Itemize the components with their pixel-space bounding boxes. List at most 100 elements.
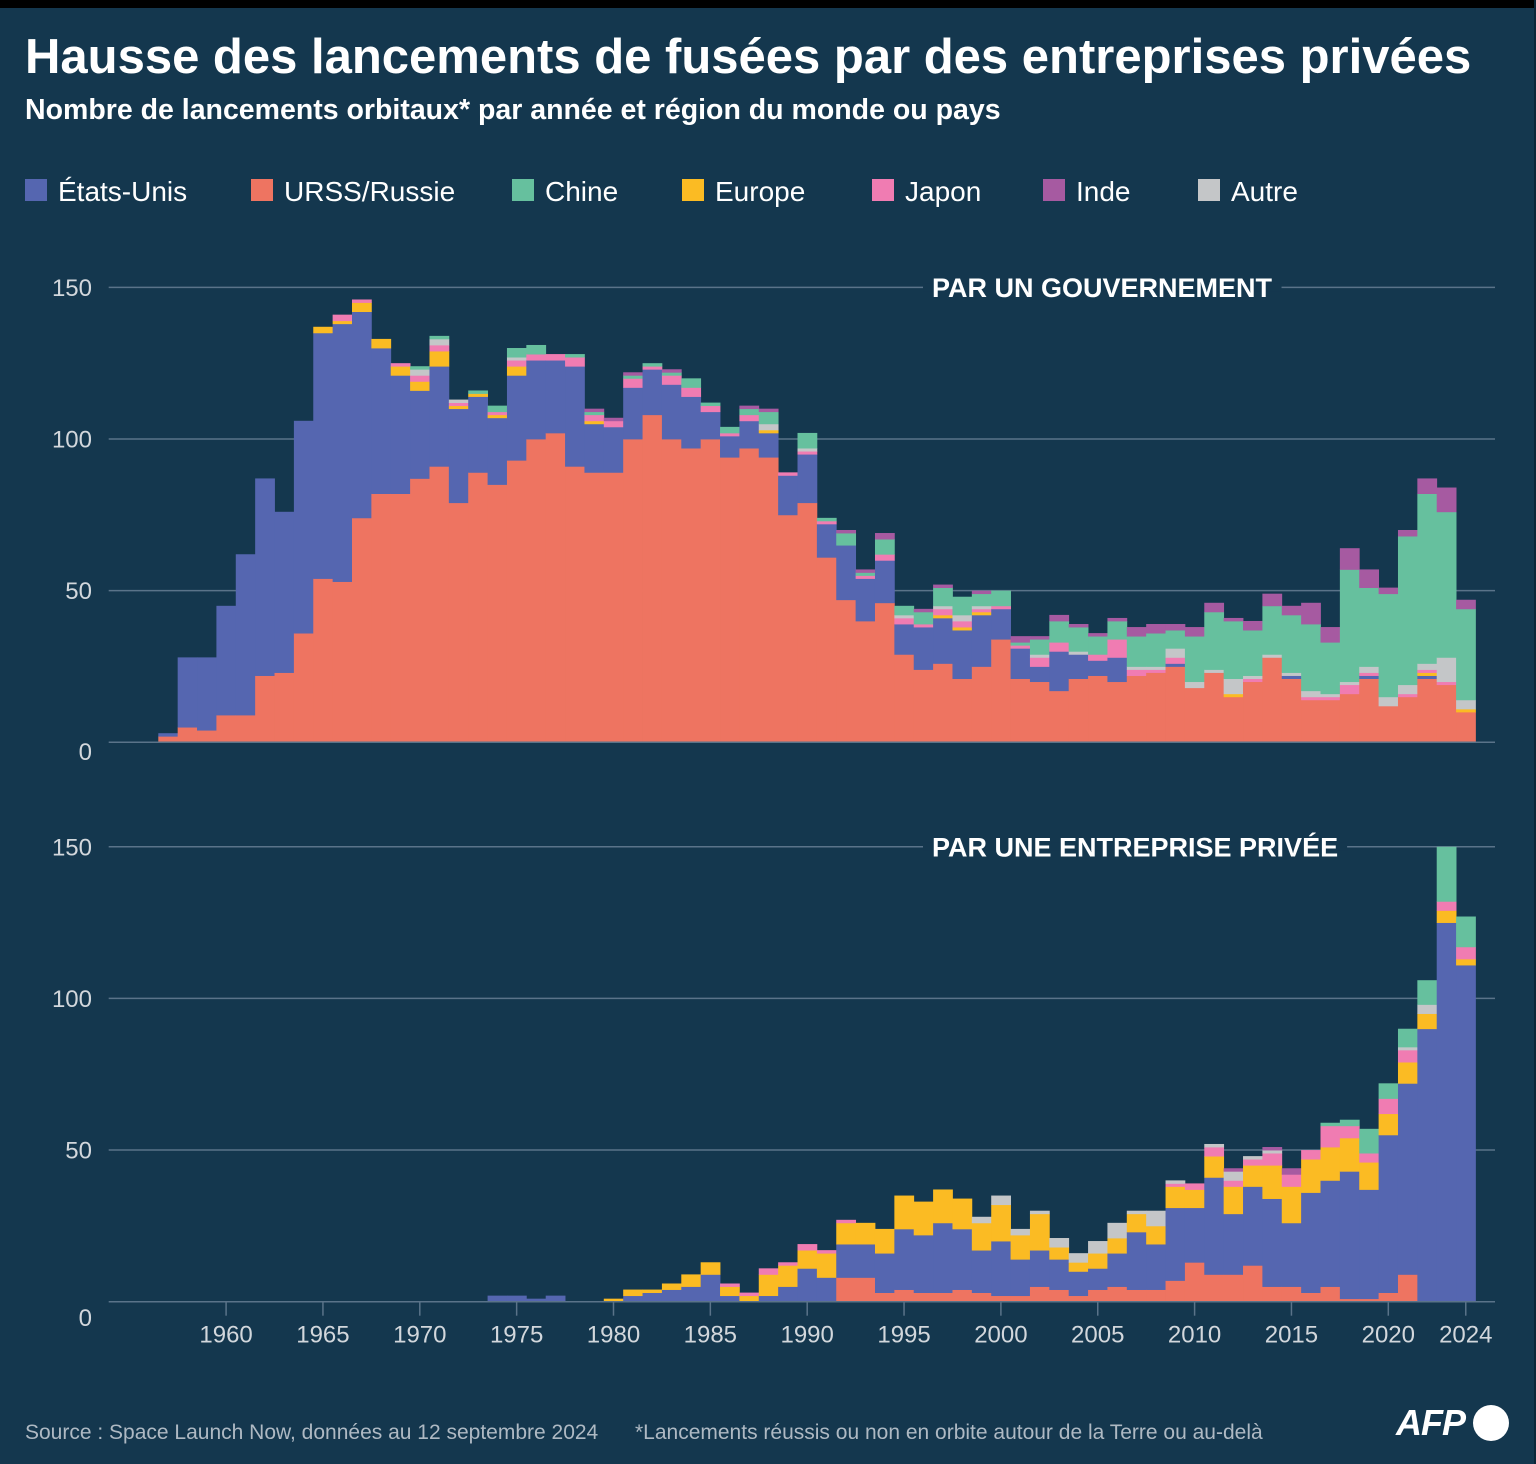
bar-russia-1967 xyxy=(352,517,372,743)
bar-russia-2015 xyxy=(1281,678,1302,743)
bar-russia-2008 xyxy=(1146,672,1166,743)
bar-us-1967 xyxy=(352,311,372,519)
bar-japan-2016 xyxy=(1301,696,1321,701)
bar-europe-2009 xyxy=(1165,1186,1186,1209)
bar-russia-2007 xyxy=(1126,1289,1147,1303)
panel-title: PAR UNE ENTREPRISE PRIVÉE xyxy=(932,831,1338,862)
bar-europe-2008 xyxy=(1146,1225,1166,1245)
bar-us-1990 xyxy=(797,454,818,504)
y-tick-label: 50 xyxy=(65,578,92,605)
bar-china-1978 xyxy=(565,354,585,358)
bar-us-1961 xyxy=(235,554,256,716)
bar-japan-1987 xyxy=(739,1292,760,1297)
bar-europe-2000 xyxy=(991,1204,1011,1242)
bar-us-1981 xyxy=(623,1295,643,1303)
bar-china-2018 xyxy=(1339,1119,1360,1127)
bar-russia-2006 xyxy=(1107,1286,1128,1303)
bar-europe-1999 xyxy=(971,1222,992,1251)
bar-india-1994 xyxy=(874,533,895,540)
bar-russia-1995 xyxy=(894,654,915,743)
bar-india-2019 xyxy=(1359,569,1380,589)
bar-russia-2018 xyxy=(1339,693,1360,743)
x-tick-label: 1980 xyxy=(587,1322,640,1349)
bar-russia-1974 xyxy=(487,484,508,743)
bar-us-2014 xyxy=(1262,1198,1283,1287)
bar-us-2000 xyxy=(991,1241,1011,1297)
y-tick-label: 100 xyxy=(52,986,92,1013)
bar-russia-2010 xyxy=(1184,1262,1205,1303)
bar-europe-2010 xyxy=(1184,1189,1205,1209)
bar-europe-2016 xyxy=(1301,1159,1321,1193)
bar-russia-1991 xyxy=(816,557,837,743)
bar-europe-1993 xyxy=(855,1222,876,1245)
bar-us-2023 xyxy=(1436,922,1457,1303)
bar-europe-1982 xyxy=(642,1289,663,1293)
bar-us-1974 xyxy=(487,417,508,485)
bar-china-1971 xyxy=(429,335,450,340)
bar-russia-2003 xyxy=(1049,1289,1070,1303)
bar-japan-2021 xyxy=(1397,1049,1418,1063)
bar-india-2012 xyxy=(1223,617,1244,622)
bar-russia-2004 xyxy=(1068,678,1089,743)
x-tick-label: 1965 xyxy=(296,1322,349,1349)
bar-japan-2008 xyxy=(1146,669,1166,673)
bar-us-1975 xyxy=(506,375,527,461)
bar-china-1975 xyxy=(506,348,527,358)
bar-us-1983 xyxy=(661,1289,682,1303)
bar-china-2015 xyxy=(1281,614,1302,673)
bar-india-2023 xyxy=(1436,487,1457,513)
bar-china-2012 xyxy=(1223,620,1244,680)
bar-europe-2023 xyxy=(1436,910,1457,923)
bar-europe-2015 xyxy=(1281,1186,1302,1224)
bar-europe-2004 xyxy=(1068,1262,1089,1272)
gridlines xyxy=(108,846,1495,1151)
bar-russia-2014 xyxy=(1262,657,1283,743)
bar-russia-1996 xyxy=(913,669,934,743)
bar-russia-1972 xyxy=(448,502,469,743)
bar-us-1970 xyxy=(410,390,430,479)
bar-us-2019 xyxy=(1359,675,1380,679)
bar-china-2019 xyxy=(1359,1128,1380,1154)
bar-other-2002 xyxy=(1029,654,1050,658)
bar-india-2015 xyxy=(1281,605,1302,616)
bar-europe-2021 xyxy=(1397,1062,1418,1084)
bar-us-2003 xyxy=(1049,1259,1070,1290)
bar-japan-2018 xyxy=(1339,1125,1360,1139)
bar-japan-2021 xyxy=(1397,693,1418,698)
bar-japan-1993 xyxy=(855,575,876,579)
bar-india-2003 xyxy=(1049,614,1070,622)
bar-us-1964 xyxy=(293,420,314,634)
bar-us-2020 xyxy=(1378,1134,1399,1293)
bar-india-2013 xyxy=(1243,620,1263,631)
bar-japan-1986 xyxy=(720,1283,740,1287)
bar-japan-1975 xyxy=(506,360,527,367)
bar-japan-1969 xyxy=(390,363,411,367)
bar-russia-1978 xyxy=(565,466,585,743)
bar-us-1986 xyxy=(720,1295,740,1303)
bar-russia-1964 xyxy=(293,633,314,743)
bar-japan-1979 xyxy=(584,414,605,422)
bar-other-2024 xyxy=(1456,699,1476,710)
bar-russia-1982 xyxy=(642,414,663,743)
panel-title-gap xyxy=(923,283,1282,292)
bar-other-2014 xyxy=(1262,1150,1283,1154)
bar-europe-1984 xyxy=(681,1274,702,1287)
bar-europe-1965 xyxy=(313,326,334,334)
bar-europe-1998 xyxy=(952,627,973,631)
bar-russia-2002 xyxy=(1029,681,1050,743)
bar-europe-2014 xyxy=(1262,1165,1283,1199)
x-tick-label: 1990 xyxy=(780,1322,833,1349)
bar-other-1975 xyxy=(506,357,527,361)
bar-japan-1991 xyxy=(816,520,837,525)
bar-us-2009 xyxy=(1165,663,1186,667)
bar-russia-2005 xyxy=(1088,1289,1108,1303)
bar-china-2002 xyxy=(1029,639,1050,655)
bar-russia-1977 xyxy=(545,432,566,743)
y-tick-label: 50 xyxy=(65,1138,92,1165)
bar-japan-2010 xyxy=(1184,1183,1205,1190)
bar-us-2015 xyxy=(1281,1222,1302,1287)
bar-russia-1958 xyxy=(177,727,198,743)
bar-europe-1972 xyxy=(448,405,469,410)
bar-japan-2019 xyxy=(1359,1153,1380,1163)
bar-other-1999 xyxy=(971,1216,992,1224)
